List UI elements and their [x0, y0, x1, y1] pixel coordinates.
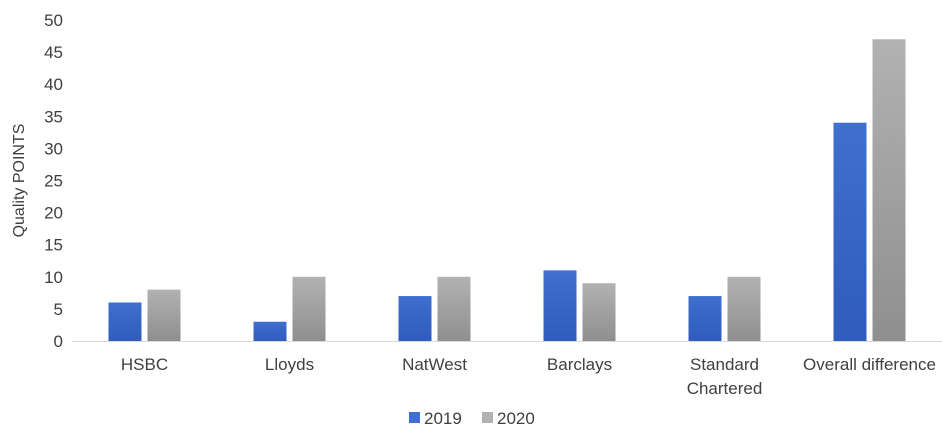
legend-label-2019: 2019 [424, 409, 462, 428]
y-tick-label: 50 [44, 11, 63, 30]
y-tick-label: 15 [44, 236, 63, 255]
legend: 2019 2020 [409, 409, 535, 428]
bar-2020-5 [872, 39, 906, 341]
bar-2020-3 [582, 283, 616, 341]
x-tick-label: Overall difference [803, 355, 936, 374]
x-tick-label: Barclays [547, 355, 612, 374]
x-axis: HSBC Lloyds NatWest Barclays Standard Charter… [121, 355, 936, 398]
x-tick-label: NatWest [402, 355, 467, 374]
y-tick-label: 25 [44, 172, 63, 191]
bar-2020-1 [292, 276, 326, 341]
y-tick-label: 20 [44, 204, 63, 223]
bar-2019-1 [253, 321, 287, 341]
bar-2020-2 [437, 276, 471, 341]
plot-area [108, 39, 906, 341]
y-tick-label: 10 [44, 268, 63, 287]
y-tick-label: 35 [44, 107, 63, 126]
bar-2019-4 [688, 296, 722, 341]
y-tick-label: 45 [44, 43, 63, 62]
x-tick-label: Standard Chartered [687, 355, 763, 398]
legend-swatch-2019 [409, 412, 420, 423]
y-tick-label: 5 [54, 300, 63, 319]
bar-2019-3 [543, 270, 577, 341]
y-tick-label: 40 [44, 75, 63, 94]
legend-label-2020: 2020 [497, 409, 535, 428]
legend-swatch-2020 [482, 412, 493, 423]
y-axis: 0 5 10 15 20 25 30 35 40 45 50 [44, 11, 63, 351]
bar-2019-2 [398, 296, 432, 341]
y-axis-title: Quality POINTS [11, 124, 28, 238]
bar-2020-4 [727, 276, 761, 341]
bar-2020-0 [147, 289, 181, 341]
bar-2019-5 [833, 122, 867, 341]
x-tick-label: Lloyds [265, 355, 314, 374]
y-tick-label: 0 [54, 332, 63, 351]
x-tick-label: HSBC [121, 355, 168, 374]
y-tick-label: 30 [44, 139, 63, 158]
bar-2019-0 [108, 302, 142, 341]
